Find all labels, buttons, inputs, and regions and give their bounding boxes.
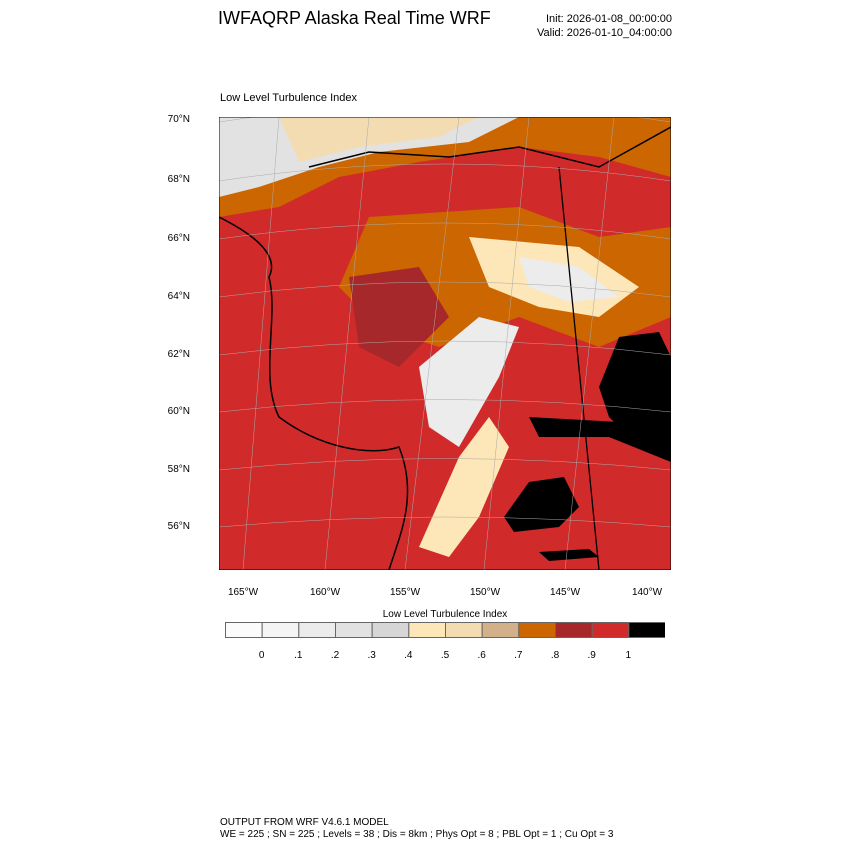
colorbar-swatch [408, 622, 446, 638]
lat-tick-label: 62°N [167, 349, 190, 360]
lon-tick-label: 160°W [309, 587, 341, 598]
colorbar-swatch [371, 622, 410, 638]
western-field [349, 267, 449, 367]
colorbar-swatch [555, 622, 593, 638]
page-title: IWFAQRP Alaska Real Time WRF [218, 8, 491, 28]
colorbar-tick-label: .5 [440, 650, 450, 661]
colorbar [225, 622, 665, 638]
colorbar-swatch [591, 622, 630, 638]
colorbar-tick-label: 0 [258, 650, 265, 661]
arctic-coastline [308, 126, 671, 168]
arctic-coast-field [279, 117, 479, 162]
lat-tick-label: 58°N [167, 464, 190, 475]
kodiak-field [419, 417, 509, 557]
alaska-range-field [519, 257, 619, 302]
colorbar-swatch [628, 622, 665, 638]
lat-tick-label: 64°N [167, 291, 190, 302]
colorbar-tick-label: .3 [367, 650, 376, 661]
lon-tick-label: 145°W [549, 587, 581, 598]
gulf-coast-black-field [529, 417, 671, 462]
lon-tick-label: 150°W [469, 587, 501, 598]
footer-model: OUTPUT FROM WRF V4.6.1 MODEL [220, 817, 389, 828]
lon-tick-label: 165°W [227, 587, 259, 598]
colorbar-swatch [225, 622, 263, 638]
gulf-black-field-2 [539, 549, 599, 561]
lon-tick-label: 155°W [389, 587, 421, 598]
graticule [219, 117, 671, 570]
colorbar-swatch [445, 622, 483, 638]
border-line [558, 166, 600, 570]
lat-tick-label: 66°N [167, 233, 190, 244]
init-time: Init: 2026-01-08_00:00:00 [546, 13, 672, 25]
lat-tick-label: 70°N [167, 114, 190, 125]
colorbar-tick-label: .7 [514, 650, 523, 661]
colorbar-title: Low Level Turbulence Index [382, 609, 508, 620]
colorbar-tick-label: .9 [587, 650, 596, 661]
lat-tick-label: 56°N [167, 521, 190, 532]
colorbar-swatch [261, 622, 300, 638]
colorbar-tick-label: .6 [477, 650, 486, 661]
plot-title: Low Level Turbulence Index [220, 92, 357, 104]
lat-tick-label: 60°N [167, 406, 190, 417]
turbulence-map [219, 117, 671, 570]
yukon-black-field [599, 332, 671, 447]
footer-settings: WE = 225 ; SN = 225 ; Levels = 38 ; Dis … [220, 829, 614, 840]
colorbar-tick-label: .1 [294, 650, 303, 661]
colorbar-tick-label: 1 [625, 650, 632, 661]
lat-tick-label: 68°N [167, 174, 190, 185]
coastline [219, 216, 409, 570]
colorbar-swatch [335, 622, 373, 638]
colorbar-swatch [518, 622, 557, 638]
lon-tick-label: 140°W [631, 587, 663, 598]
valid-time: Valid: 2026-01-10_04:00:00 [537, 27, 672, 39]
colorbar-tick-label: .2 [330, 650, 340, 661]
colorbar-swatch [298, 622, 337, 638]
cook-inlet-field [419, 317, 519, 447]
colorbar-tick-label: .4 [404, 650, 413, 661]
colorbar-swatch [481, 622, 520, 638]
colorbar-tick-label: .8 [550, 650, 560, 661]
